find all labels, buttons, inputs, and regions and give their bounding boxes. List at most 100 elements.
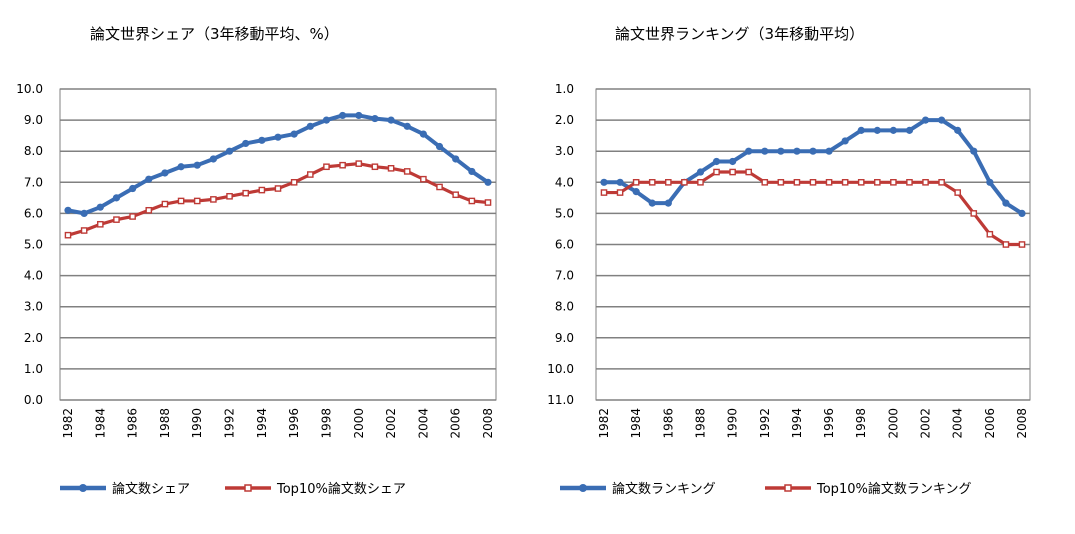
data-point (355, 160, 363, 167)
legend-item: 論文数シェア (60, 481, 190, 497)
y-tick-label: 3.0 (555, 144, 574, 158)
data-point (209, 155, 217, 163)
data-point (145, 175, 153, 183)
data-point (97, 220, 104, 228)
y-tick-label: 7.0 (24, 175, 43, 189)
data-point (777, 147, 785, 155)
data-point (290, 178, 298, 186)
data-point (777, 178, 785, 186)
data-point (890, 178, 897, 186)
data-point (697, 178, 704, 186)
y-tick-label: 8.0 (24, 144, 43, 158)
data-point (616, 189, 624, 196)
data-point (290, 130, 298, 138)
y-tick-label: 10.0 (16, 82, 43, 96)
series-line (67, 113, 490, 216)
data-point (339, 111, 347, 120)
x-tick-label: 2004 (416, 408, 430, 439)
data-point (193, 161, 201, 169)
data-point (113, 216, 120, 223)
x-tick-label: 1982 (597, 408, 611, 439)
data-point (921, 116, 930, 124)
legend-item: Top10%論文数ランキング (765, 481, 971, 497)
data-point (484, 178, 492, 186)
data-point (809, 178, 817, 186)
series-blue (64, 111, 492, 217)
data-point (1018, 209, 1026, 217)
data-point (938, 178, 945, 186)
data-point (403, 168, 411, 175)
data-point (761, 147, 769, 155)
data-point (600, 178, 608, 186)
data-point (986, 230, 994, 238)
x-tick-label: 1996 (287, 408, 301, 439)
data-point (665, 178, 672, 186)
x-tick-label: 1994 (255, 408, 269, 439)
data-point (129, 213, 136, 220)
legend-label: 論文数シェア (112, 481, 190, 497)
x-tick-label: 1982 (61, 408, 75, 439)
plot-area (59, 88, 497, 401)
data-point (793, 147, 801, 155)
data-point (648, 178, 656, 186)
series-line (67, 162, 489, 237)
chart-2: 論文世界ランキング（3年移動平均） 1.0 2.0 3.0 4.0 5.0 6.0 7.0 8.… (547, 25, 1031, 497)
x-tick-label: 1998 (854, 408, 868, 439)
data-point (1002, 199, 1010, 207)
x-tick-label: 2008 (481, 408, 495, 439)
x-tick-label: 2002 (919, 408, 933, 439)
y-tick-label: 1.0 (555, 82, 574, 96)
data-point (954, 189, 961, 196)
y-tick-label: 4.0 (24, 269, 43, 283)
x-tick-label: 1984 (629, 408, 643, 439)
legend-marker (79, 484, 87, 492)
data-point (387, 165, 395, 172)
legend: 論文数シェア Top10%論文数シェア (60, 481, 406, 497)
x-tick-label: 1992 (758, 408, 772, 439)
x-tick-label: 1994 (790, 408, 804, 439)
plot-area (595, 88, 1031, 401)
series-blue (600, 116, 1026, 217)
data-point (112, 194, 121, 202)
data-point (468, 197, 476, 205)
data-point (745, 147, 753, 155)
data-point (306, 122, 314, 130)
y-tick-label: 9.0 (24, 113, 43, 127)
x-tick-label: 2002 (384, 408, 398, 439)
data-point (274, 185, 282, 192)
data-point (193, 197, 201, 205)
legend-marker (784, 484, 792, 492)
data-point (873, 126, 881, 134)
legend: 論文数ランキング Top10%論文数ランキング (560, 481, 971, 497)
legend-item: 論文数ランキング (560, 481, 716, 497)
data-point (857, 126, 865, 134)
data-point (648, 199, 656, 207)
data-point (145, 206, 153, 214)
data-point (161, 200, 169, 208)
x-tick-label: 1998 (319, 408, 333, 439)
data-point (371, 163, 379, 171)
data-point (857, 178, 865, 186)
data-point (664, 199, 672, 207)
data-point (64, 206, 72, 214)
data-point (339, 161, 346, 169)
data-point (403, 122, 411, 130)
data-point (809, 147, 817, 155)
x-tick-label: 2004 (951, 408, 965, 439)
data-point (371, 114, 379, 123)
data-point (938, 116, 946, 124)
y-tick-label: 5.0 (24, 238, 43, 252)
data-point (258, 136, 266, 144)
data-point (307, 171, 314, 178)
data-point (632, 188, 640, 196)
x-tick-label: 1986 (661, 408, 675, 439)
data-point (274, 133, 282, 141)
legend-marker (579, 484, 587, 492)
x-tick-label: 1992 (223, 408, 237, 439)
data-point (681, 178, 688, 186)
data-point (435, 142, 444, 151)
data-point (922, 178, 929, 186)
data-point (616, 178, 624, 186)
y-tick-label: 2.0 (24, 331, 43, 345)
